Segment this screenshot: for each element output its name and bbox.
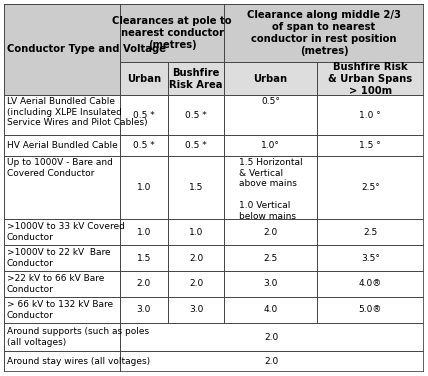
Bar: [168, 95, 224, 135]
Text: 3.5°: 3.5°: [361, 253, 380, 262]
Bar: [224, 95, 317, 135]
Text: 3.0: 3.0: [189, 305, 203, 314]
Text: 1.0: 1.0: [137, 183, 151, 192]
Bar: [224, 297, 317, 323]
Bar: [119, 135, 168, 156]
Text: Conductor Type and Voltage: Conductor Type and Voltage: [7, 44, 166, 55]
Bar: [224, 135, 317, 156]
Bar: [119, 156, 168, 219]
Text: > 66 kV to 132 kV Bare
Conductor: > 66 kV to 132 kV Bare Conductor: [7, 300, 113, 320]
Text: 5.0®: 5.0®: [359, 305, 382, 314]
Text: 2.0: 2.0: [265, 333, 279, 342]
Bar: [4, 351, 119, 372]
Bar: [317, 271, 424, 297]
Text: Bushfire
Risk Area: Bushfire Risk Area: [169, 68, 223, 89]
Text: 1.0: 1.0: [137, 227, 151, 237]
Text: 1.5 °: 1.5 °: [360, 141, 381, 150]
Bar: [224, 271, 317, 297]
Text: LV Aerial Bundled Cable
(including XLPE Insulated
Service Wires and Pilot Cables: LV Aerial Bundled Cable (including XLPE …: [7, 97, 147, 127]
Bar: [4, 245, 119, 271]
Bar: [119, 4, 224, 62]
Text: 0.5 *: 0.5 *: [185, 141, 207, 150]
Text: 1.5 Horizontal
& Vertical
above mains

1.0 Vertical
below mains: 1.5 Horizontal & Vertical above mains 1.…: [239, 158, 303, 221]
Text: Clearance along middle 2/3
of span to nearest
conductor in rest position
(metres: Clearance along middle 2/3 of span to ne…: [247, 10, 401, 56]
Text: 2.0: 2.0: [137, 279, 151, 288]
Text: 2.5: 2.5: [363, 227, 377, 237]
Bar: [119, 95, 168, 135]
Text: Clearances at pole to
nearest conductor
(metres): Clearances at pole to nearest conductor …: [112, 16, 232, 50]
Text: 2.0: 2.0: [189, 253, 203, 262]
Text: 0.5 *: 0.5 *: [133, 141, 155, 150]
Text: 2.5°: 2.5°: [361, 183, 380, 192]
Bar: [168, 62, 224, 95]
Bar: [317, 135, 424, 156]
Bar: [168, 219, 224, 245]
Bar: [119, 245, 168, 271]
Text: 2.0: 2.0: [264, 227, 278, 237]
Bar: [168, 297, 224, 323]
Bar: [4, 4, 119, 95]
Bar: [4, 219, 119, 245]
Text: Around supports (such as poles
(all voltages): Around supports (such as poles (all volt…: [7, 327, 149, 347]
Text: 2.0: 2.0: [189, 279, 203, 288]
Text: 0.5°: 0.5°: [261, 97, 280, 106]
Bar: [224, 219, 317, 245]
Text: Up to 1000V - Bare and
Covered Conductor: Up to 1000V - Bare and Covered Conductor: [7, 158, 113, 178]
Bar: [317, 62, 424, 95]
Text: >22 kV to 66 kV Bare
Conductor: >22 kV to 66 kV Bare Conductor: [7, 274, 104, 294]
Text: 1.5: 1.5: [189, 183, 203, 192]
Bar: [224, 4, 424, 62]
Text: 2.0: 2.0: [265, 357, 279, 366]
Text: 4.0®: 4.0®: [359, 279, 382, 288]
Bar: [224, 62, 317, 95]
Bar: [4, 323, 119, 351]
Text: Bushfire Risk
& Urban Spans
> 100m: Bushfire Risk & Urban Spans > 100m: [328, 62, 412, 96]
Bar: [224, 245, 317, 271]
Bar: [4, 135, 119, 156]
Text: >1000V to 33 kV Covered
Conductor: >1000V to 33 kV Covered Conductor: [7, 222, 125, 242]
Text: Urban: Urban: [127, 74, 161, 83]
Text: Urban: Urban: [253, 74, 288, 83]
Text: HV Aerial Bundled Cable: HV Aerial Bundled Cable: [7, 141, 118, 150]
Text: 3.0: 3.0: [137, 305, 151, 314]
Bar: [119, 62, 168, 95]
Bar: [168, 156, 224, 219]
Bar: [119, 271, 168, 297]
Bar: [168, 245, 224, 271]
Bar: [317, 95, 424, 135]
Bar: [4, 297, 119, 323]
Bar: [119, 297, 168, 323]
Bar: [4, 271, 119, 297]
Text: 0.5 *: 0.5 *: [185, 111, 207, 120]
Bar: [317, 297, 424, 323]
Bar: [4, 156, 119, 219]
Bar: [4, 95, 119, 135]
Bar: [317, 219, 424, 245]
Bar: [168, 135, 224, 156]
Bar: [119, 219, 168, 245]
Bar: [224, 156, 317, 219]
Bar: [119, 351, 424, 372]
Bar: [317, 156, 424, 219]
Text: 2.5: 2.5: [264, 253, 278, 262]
Text: 1.0°: 1.0°: [261, 141, 280, 150]
Text: 1.0: 1.0: [189, 227, 203, 237]
Text: 3.0: 3.0: [264, 279, 278, 288]
Text: 1.0 °: 1.0 °: [360, 111, 381, 120]
Bar: [317, 245, 424, 271]
Text: 0.5 *: 0.5 *: [133, 111, 155, 120]
Text: Around stay wires (all voltages): Around stay wires (all voltages): [7, 357, 150, 366]
Text: 4.0: 4.0: [264, 305, 278, 314]
Bar: [168, 271, 224, 297]
Text: 1.5: 1.5: [137, 253, 151, 262]
Bar: [119, 323, 424, 351]
Text: >1000V to 22 kV  Bare
Conductor: >1000V to 22 kV Bare Conductor: [7, 248, 110, 268]
